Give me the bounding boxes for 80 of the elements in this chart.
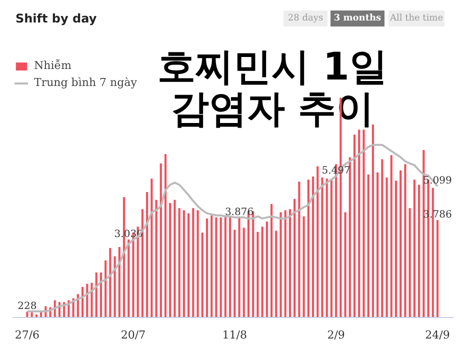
bar — [312, 176, 314, 318]
data-label: 3.876 — [224, 207, 254, 218]
bar — [321, 178, 324, 318]
x-tick-label: 11/8 — [222, 328, 247, 342]
bar — [182, 210, 185, 318]
bar — [242, 228, 245, 318]
x-tick-label: 2/9 — [327, 328, 345, 342]
bar — [330, 180, 332, 318]
bar — [164, 154, 167, 318]
bar — [155, 200, 158, 318]
bar — [169, 203, 172, 318]
bar — [280, 212, 282, 318]
x-tick-label: 27/6 — [14, 328, 40, 342]
bar — [178, 208, 180, 318]
bar — [215, 217, 218, 318]
x-tick-label: 24/9 — [425, 328, 450, 342]
bar — [146, 192, 148, 318]
bar — [252, 211, 254, 318]
legend-label: Nhiễm — [34, 59, 72, 72]
bar — [90, 282, 93, 318]
bar — [376, 172, 379, 318]
bar — [367, 174, 370, 318]
bar — [256, 232, 259, 318]
legend-label: Trung bình 7 ngày — [34, 76, 137, 89]
bar — [128, 240, 130, 318]
bar — [353, 134, 356, 318]
bar — [192, 208, 194, 318]
bar — [238, 218, 240, 318]
bar — [381, 159, 384, 318]
bar — [413, 180, 416, 318]
bar — [372, 124, 374, 318]
bar — [114, 256, 116, 318]
chart-title: Shift by day — [16, 12, 97, 26]
bar — [174, 200, 176, 318]
bar — [294, 198, 296, 318]
bar — [109, 248, 112, 318]
bar — [275, 230, 278, 318]
bar — [348, 157, 351, 318]
bar — [118, 247, 120, 318]
bar — [390, 155, 392, 318]
bar — [386, 178, 388, 318]
bar — [229, 217, 232, 318]
bar — [284, 210, 286, 318]
bar — [316, 166, 319, 318]
text: All the time — [388, 14, 444, 24]
bar — [220, 217, 222, 318]
bar — [298, 182, 300, 318]
bar — [404, 164, 406, 318]
bar — [201, 232, 204, 318]
bar — [408, 208, 411, 318]
bar — [160, 163, 162, 318]
bar — [206, 218, 208, 318]
bar — [104, 260, 107, 318]
bar — [418, 184, 420, 318]
text: 28 days — [288, 14, 324, 24]
bar — [288, 209, 292, 318]
bar — [358, 130, 360, 318]
bar — [302, 216, 305, 318]
bar — [261, 226, 264, 318]
x-tick-label: 20/7 — [120, 328, 146, 342]
bar — [394, 180, 398, 318]
data-label: 228 — [18, 300, 37, 312]
bar — [326, 178, 328, 318]
bar — [307, 180, 310, 318]
bar — [234, 230, 236, 318]
bar — [100, 272, 102, 318]
bar — [188, 213, 190, 318]
bar — [141, 209, 144, 318]
bar — [224, 215, 226, 318]
bar — [266, 222, 268, 318]
bar — [422, 150, 425, 318]
text: 3 months — [334, 14, 382, 24]
bar — [270, 204, 273, 318]
bar — [400, 170, 402, 318]
bar — [436, 220, 439, 318]
bar — [362, 130, 365, 318]
bar — [344, 212, 346, 318]
bar — [210, 215, 213, 318]
bar — [150, 178, 153, 318]
bar — [196, 210, 199, 318]
